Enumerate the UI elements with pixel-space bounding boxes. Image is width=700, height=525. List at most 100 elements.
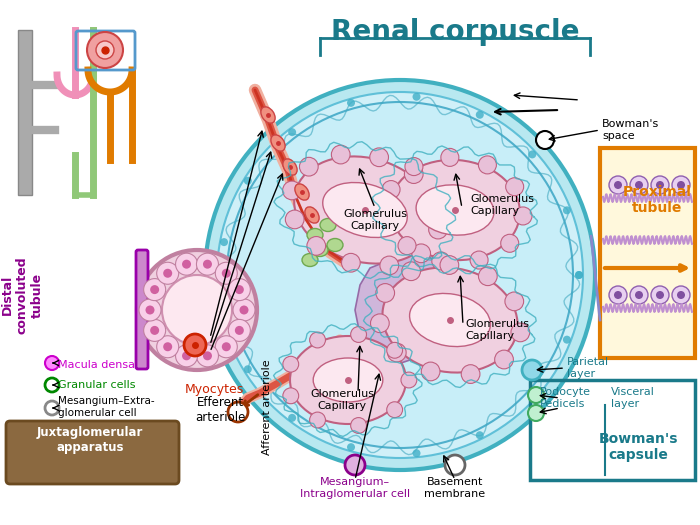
Circle shape	[379, 210, 398, 228]
Circle shape	[222, 269, 231, 278]
Circle shape	[163, 269, 172, 278]
Circle shape	[182, 260, 191, 269]
Text: Juxtaglomerular
apparatus: Juxtaglomerular apparatus	[37, 426, 144, 454]
Text: Efferent
arteriole: Efferent arteriole	[195, 396, 245, 424]
Ellipse shape	[390, 160, 520, 260]
Circle shape	[163, 342, 172, 351]
Text: Macula densa: Macula densa	[58, 360, 135, 370]
Text: Bowman's
space: Bowman's space	[602, 119, 659, 141]
Circle shape	[203, 260, 212, 269]
Ellipse shape	[410, 293, 491, 346]
Ellipse shape	[290, 336, 406, 424]
Circle shape	[630, 176, 648, 194]
Circle shape	[412, 93, 421, 101]
Circle shape	[45, 401, 59, 415]
Circle shape	[307, 237, 326, 255]
Circle shape	[470, 251, 488, 269]
Polygon shape	[355, 250, 445, 365]
Text: Distal
convoluted
tubule: Distal convoluted tubule	[1, 256, 43, 334]
Circle shape	[283, 388, 299, 404]
Circle shape	[283, 181, 301, 200]
Ellipse shape	[382, 267, 517, 373]
Circle shape	[176, 253, 197, 275]
Circle shape	[345, 455, 365, 475]
Ellipse shape	[294, 156, 436, 264]
Circle shape	[656, 181, 664, 189]
Circle shape	[522, 360, 542, 380]
Circle shape	[677, 181, 685, 189]
Text: Afferent arteriole: Afferent arteriole	[262, 360, 272, 455]
Circle shape	[563, 206, 571, 214]
Circle shape	[217, 92, 583, 458]
Circle shape	[421, 362, 440, 381]
Ellipse shape	[313, 358, 383, 402]
Circle shape	[398, 237, 416, 255]
Circle shape	[351, 327, 367, 342]
Circle shape	[514, 207, 532, 225]
Circle shape	[45, 356, 59, 370]
Circle shape	[347, 443, 355, 451]
Circle shape	[387, 343, 406, 362]
Circle shape	[370, 148, 389, 166]
Circle shape	[234, 285, 244, 294]
Circle shape	[630, 286, 648, 304]
Circle shape	[440, 256, 458, 275]
Text: Renal corpuscle: Renal corpuscle	[330, 18, 580, 46]
Ellipse shape	[307, 228, 323, 242]
Circle shape	[351, 417, 367, 434]
Circle shape	[656, 291, 664, 299]
FancyBboxPatch shape	[6, 421, 179, 484]
Circle shape	[96, 41, 114, 59]
Circle shape	[220, 304, 228, 312]
Circle shape	[233, 299, 255, 321]
Circle shape	[528, 392, 536, 400]
Ellipse shape	[305, 207, 319, 223]
Ellipse shape	[312, 244, 328, 257]
Text: Parietal
layer: Parietal layer	[567, 357, 609, 379]
Circle shape	[651, 286, 669, 304]
Circle shape	[176, 345, 197, 367]
Circle shape	[150, 285, 159, 294]
Circle shape	[402, 262, 421, 280]
Circle shape	[476, 111, 484, 119]
Circle shape	[347, 99, 355, 107]
Ellipse shape	[302, 254, 318, 267]
Circle shape	[146, 306, 155, 314]
Circle shape	[609, 176, 627, 194]
Circle shape	[228, 319, 251, 341]
Circle shape	[228, 279, 251, 301]
Circle shape	[205, 80, 595, 470]
Circle shape	[500, 234, 519, 253]
Circle shape	[511, 323, 530, 342]
Circle shape	[505, 292, 524, 311]
Circle shape	[162, 275, 232, 345]
Circle shape	[342, 254, 360, 272]
Ellipse shape	[416, 185, 494, 235]
Text: Granular cells: Granular cells	[58, 380, 136, 390]
Circle shape	[244, 177, 252, 185]
Ellipse shape	[320, 218, 336, 232]
Circle shape	[528, 150, 536, 159]
Text: Visceral
layer: Visceral layer	[611, 387, 655, 409]
Text: Proximal
tubule: Proximal tubule	[622, 185, 692, 215]
Ellipse shape	[283, 159, 297, 175]
Circle shape	[382, 181, 400, 198]
Bar	[18, 30, 32, 195]
Circle shape	[45, 378, 59, 392]
Circle shape	[426, 191, 444, 210]
Circle shape	[495, 350, 513, 369]
Circle shape	[445, 455, 465, 475]
Circle shape	[150, 326, 159, 335]
Circle shape	[672, 286, 690, 304]
Circle shape	[651, 176, 669, 194]
Circle shape	[288, 128, 296, 136]
Circle shape	[677, 291, 685, 299]
Circle shape	[144, 319, 166, 341]
Circle shape	[575, 271, 583, 279]
Circle shape	[479, 267, 497, 286]
Text: Mesangium–Extra-
glomerular cell: Mesangium–Extra- glomerular cell	[58, 396, 155, 418]
Circle shape	[288, 414, 296, 422]
Ellipse shape	[327, 238, 343, 251]
Circle shape	[672, 176, 690, 194]
Circle shape	[635, 181, 643, 189]
